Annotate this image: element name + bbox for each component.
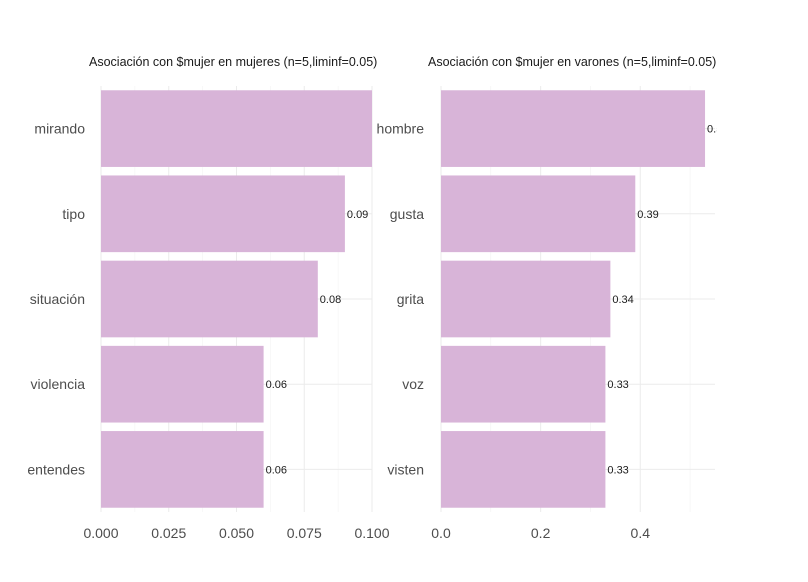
data-label: 0.33: [607, 379, 628, 391]
category-label: tipo: [62, 206, 85, 222]
data-label: 0.06: [266, 379, 287, 391]
bar-situación: [101, 260, 318, 338]
data-label: 0.53: [707, 124, 728, 136]
bar-visten: [441, 431, 606, 508]
bar-voz: [441, 345, 606, 423]
panel-varones: 0.53 0.39 0.34 0.33 0.33 hombre gusta grita voz v…: [377, 55, 728, 541]
bar-hombre: [441, 90, 706, 167]
bar-violencia: [101, 345, 264, 423]
data-label: 0.08: [320, 294, 341, 306]
category-label: voz: [402, 376, 424, 392]
data-label: 0.33: [607, 464, 628, 476]
bar-entendes: [101, 431, 264, 508]
category-label: gusta: [390, 206, 424, 222]
category-label: hombre: [377, 121, 425, 137]
bar-gusta: [441, 175, 636, 253]
x-tick-label: 0.0: [431, 525, 451, 541]
bar-tipo: [101, 175, 345, 253]
x-tick-label: 0.4: [631, 525, 651, 541]
data-label: 0.34: [612, 294, 633, 306]
panel-title: Asociación con $mujer en mujeres (n=5,li…: [89, 55, 377, 69]
category-label: visten: [387, 461, 424, 477]
x-tick-label: 0.000: [83, 525, 118, 541]
category-label: grita: [397, 291, 424, 307]
x-tick-label: 0.2: [531, 525, 551, 541]
category-label: mirando: [34, 121, 85, 137]
data-label: 0.09: [347, 209, 368, 221]
panel-mujeres: 0.10.090.080.060.06mirandotiposituaciónv…: [27, 55, 389, 541]
bar-mirando: [101, 90, 372, 167]
x-tick-label: 0.100: [354, 525, 389, 541]
data-label: 0.06: [266, 464, 287, 476]
data-label: 0.39: [637, 209, 658, 221]
x-tick-label: 0.075: [287, 525, 322, 541]
category-label: situación: [30, 291, 85, 307]
x-tick-label: 0.050: [219, 525, 254, 541]
x-tick-label: 0.025: [151, 525, 186, 541]
panel-title: Asociación con $mujer en varones (n=5,li…: [428, 55, 716, 69]
category-label: violencia: [31, 376, 86, 392]
bar-grita: [441, 260, 611, 338]
category-label: entendes: [27, 461, 85, 477]
